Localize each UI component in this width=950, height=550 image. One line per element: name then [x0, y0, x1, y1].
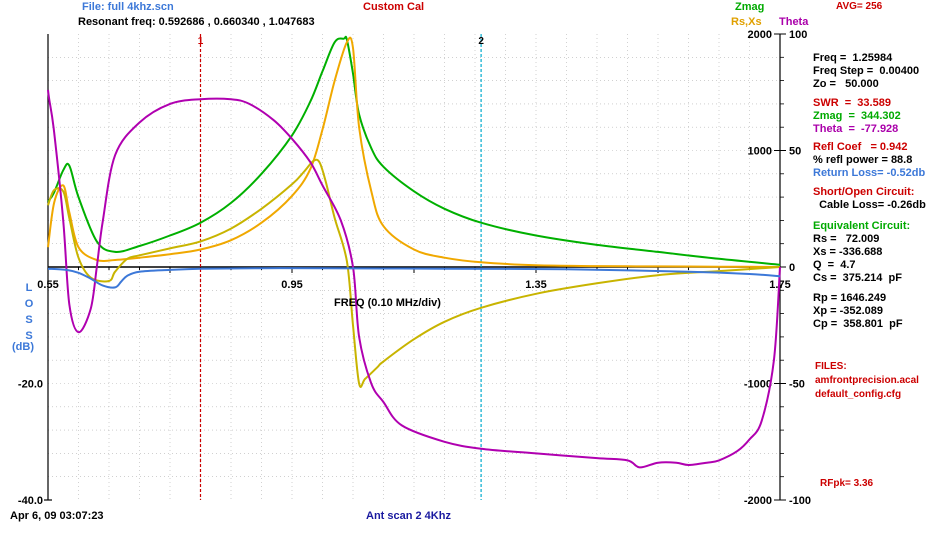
rs-readout: Rs = 72.009 [813, 233, 880, 245]
equivalent-circuit-heading: Equivalent Circuit: [813, 220, 911, 232]
z-tick-label: -2000 [744, 495, 772, 507]
xp-readout: Xp = -352.089 [813, 305, 884, 317]
marker-label-1: 1 [198, 36, 204, 47]
marker-label-2: 2 [478, 36, 484, 47]
refl-coef-readout: Refl Coef = 0.942 [813, 141, 908, 153]
file-label: File: full 4khz.scn [82, 1, 174, 13]
cp-readout: Cp = 358.801 pF [813, 318, 903, 330]
plot-series [47, 35, 781, 469]
loss-letter: L [25, 282, 33, 294]
loss-tick-label: -40.0 [18, 495, 43, 507]
zmag-legend: Zmag [735, 1, 765, 13]
loss-letter: S [25, 314, 33, 326]
theta-readout: Theta = -77.928 [813, 123, 899, 135]
freq-step-readout: Freq Step = 0.00400 [813, 65, 920, 77]
zo-readout: Zo = 50.000 [813, 78, 879, 90]
loss-letter: O [24, 298, 34, 310]
rf-peak: RFpk= 3.36 [820, 478, 874, 489]
config-file: default_config.cfg [815, 389, 902, 400]
xs-readout: Xs = -336.688 [813, 246, 883, 258]
theta-tick-label: 0 [789, 262, 795, 274]
cs-readout: Cs = 375.214 pF [813, 272, 902, 284]
x-tick-label: 0.55 [37, 279, 58, 291]
rs-xs-legend: Rs,Xs [731, 16, 762, 28]
series-zmag [47, 35, 781, 266]
files-heading: FILES: [815, 361, 847, 372]
series-xs [47, 158, 781, 388]
loss-letter: S [25, 330, 33, 342]
theta-tick-label: -50 [789, 379, 805, 391]
zmag-readout: Zmag = 344.302 [813, 110, 901, 122]
tick-labels: 0.55 0.95 1.35 1.75-20.0-40.020001000-1000-… [18, 29, 811, 507]
series-rs [47, 36, 781, 268]
cal-file: amfrontprecision.acal [815, 375, 919, 386]
rp-readout: Rp = 1646.249 [813, 292, 887, 304]
refl-power-readout: % refl power = 88.8 [813, 154, 913, 166]
theta-tick-label: 100 [789, 29, 807, 41]
z-tick-label: 1000 [748, 146, 772, 158]
resonant-frequencies: Resonant freq: 0.592686 , 0.660340 , 1.0… [78, 16, 315, 28]
timestamp: Apr 6, 09 03:07:23 [10, 510, 104, 522]
return-loss-readout: Return Loss= -0.52db [813, 167, 926, 179]
loss-axis-label: L O S S [22, 280, 36, 344]
measurement-panel: Freq = 1.25984 Freq Step = 0.00400 Zo = … [813, 52, 926, 331]
x-tick-label: 0.95 [281, 279, 302, 291]
freq-readout: Freq = 1.25984 [813, 52, 893, 64]
x-axis-label: FREQ (0.10 MHz/div) [334, 297, 441, 309]
scan-name: Ant scan 2 4Khz [366, 510, 451, 522]
theta-tick-label: -100 [789, 495, 811, 507]
q-readout: Q = 4.7 [813, 259, 856, 271]
x-tick-label: 1.35 [525, 279, 546, 291]
short-open-heading: Short/Open Circuit: [813, 186, 915, 198]
swr-readout: SWR = 33.589 [813, 97, 891, 109]
calibration-label: Custom Cal [363, 1, 425, 13]
theta-legend: Theta [779, 16, 809, 28]
average-count: AVG= 256 [836, 1, 883, 12]
loss-unit: (dB) [12, 341, 34, 353]
series-theta [47, 89, 781, 469]
series-return-loss [47, 267, 781, 289]
loss-tick-label: -20.0 [18, 379, 43, 391]
z-tick-label: 2000 [748, 29, 772, 41]
theta-tick-label: 50 [789, 146, 801, 158]
cable-loss-readout: Cable Loss= -0.26db [813, 199, 926, 211]
z-tick-label: -1000 [744, 379, 772, 391]
